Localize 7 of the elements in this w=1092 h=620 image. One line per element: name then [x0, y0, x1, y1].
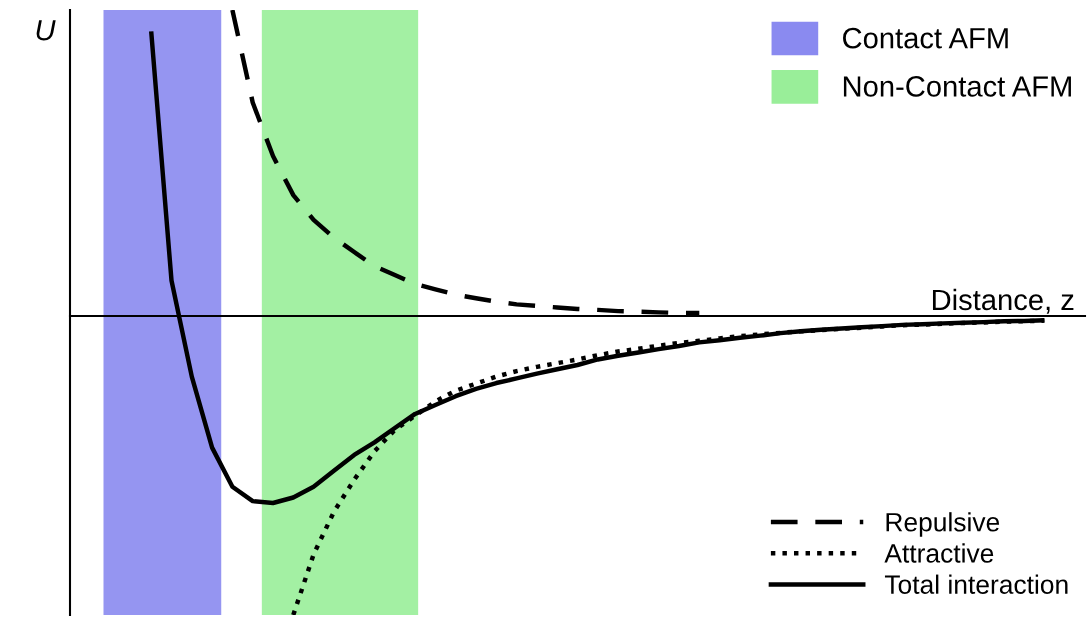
legend-label: Total interaction	[884, 574, 1068, 594]
legend-label: Attractive	[884, 543, 994, 563]
x-axis-title: Distance, z	[932, 288, 1074, 314]
legend-label: Repulsive	[886, 512, 1000, 537]
annotation: Non-Contact AFM	[843, 76, 1071, 97]
annotation: Contact AFM	[843, 27, 1008, 49]
y-axis-title: U	[36, 20, 56, 41]
